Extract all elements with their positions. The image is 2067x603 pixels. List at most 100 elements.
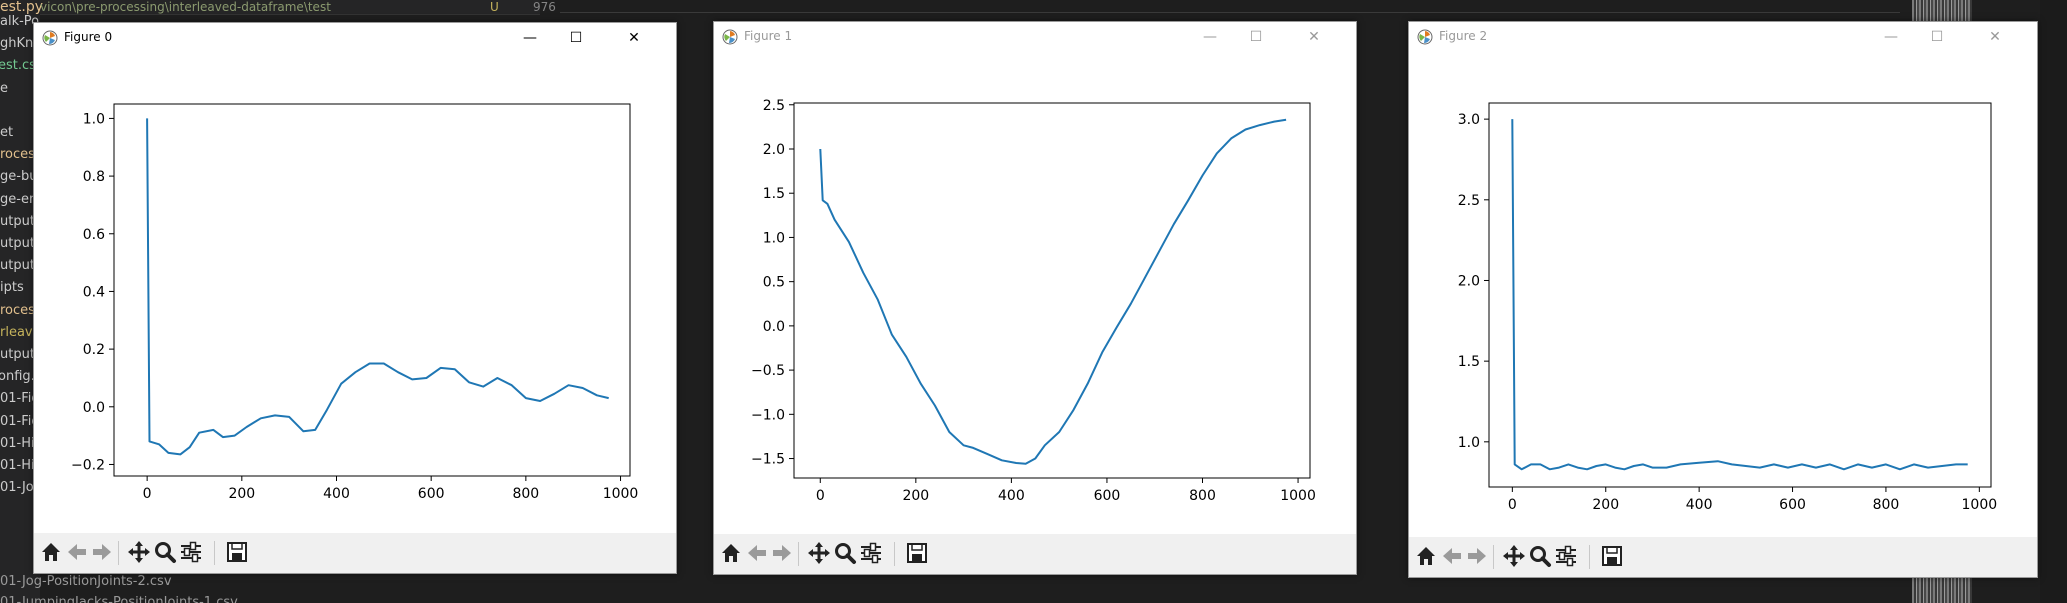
sidebar-item[interactable]: 01-Fig	[0, 391, 40, 407]
zoom-icon[interactable]	[152, 539, 178, 565]
figure-window-1[interactable]: Figure 1 — ☐ ✕ 0 200 400 600 800 1000 −1.5 −1.0 −0.5…	[713, 21, 1357, 575]
sidebar-item[interactable]: e	[0, 80, 8, 96]
sidebar-item[interactable]: ge-bu	[0, 169, 38, 185]
home-icon[interactable]	[38, 539, 64, 565]
plot-canvas[interactable]: 0 200 400 600 800 1000 1.0 1.5 2.0 2.5 3.0	[1409, 52, 2039, 539]
configure-icon[interactable]	[178, 539, 204, 565]
sidebar-item[interactable]: 01-JumpingJacks-PositionJoints-1.csv	[0, 595, 238, 603]
y-tick-label: −1.5	[751, 452, 785, 468]
x-tick-label: 1000	[1962, 497, 1998, 513]
window-title: Figure 0	[64, 30, 113, 44]
y-tick-label: 0.6	[83, 227, 105, 243]
sidebar-item[interactable]: ipts	[0, 280, 24, 296]
maximize-icon[interactable]: ☐	[1930, 29, 1944, 45]
sidebar-item[interactable]: alk-Po	[0, 14, 40, 29]
sidebar-item[interactable]: utput	[0, 347, 35, 362]
home-icon[interactable]	[718, 540, 744, 566]
back-icon[interactable]	[744, 540, 770, 566]
window-title: Figure 1	[744, 29, 793, 43]
plot-canvas[interactable]: 0 200 400 600 800 1000 −1.5 −1.0 −0.5 0.0 0.5 1.0 1.…	[714, 52, 1358, 536]
sidebar-item[interactable]: 01-Fig	[0, 413, 40, 429]
navigation-toolbar	[714, 534, 1356, 574]
figure-window-2[interactable]: Figure 2 — ☐ ✕ 0 200 400 600 800 1000 1.0 1.5 2.0 2.5…	[1408, 21, 2038, 578]
editor-tab-bar[interactable]: est.py vicon\pre-processing\interleaved-…	[0, 0, 556, 15]
y-tick-label: 3.0	[1458, 112, 1480, 128]
close-icon[interactable]: ✕	[1308, 29, 1320, 45]
sidebar-item[interactable]: utput-	[0, 236, 40, 251]
forward-icon[interactable]	[1464, 543, 1490, 569]
maximize-icon[interactable]: ☐	[1249, 29, 1263, 45]
sidebar-item[interactable]: rocess	[0, 147, 40, 163]
minimize-icon[interactable]: —	[1203, 29, 1217, 45]
sidebar-item[interactable]: 01-Hi	[0, 435, 35, 451]
tab-file-name[interactable]: est.py	[0, 0, 44, 15]
toolbar-separator	[118, 541, 119, 565]
file-explorer-bottom-items[interactable]: 01-Jog-PositionJoints-2.csv 01-JumpingJac…	[0, 572, 420, 603]
sidebar-item[interactable]: onfig.j	[0, 369, 39, 385]
y-tick-label: 0.2	[83, 342, 105, 358]
data-series-line	[146, 118, 609, 456]
navigation-toolbar	[1409, 537, 2037, 577]
forward-icon[interactable]	[769, 540, 795, 566]
sidebar-item[interactable]: ge-en	[0, 191, 38, 207]
sidebar-item[interactable]: utput-	[0, 258, 40, 274]
save-icon[interactable]	[224, 539, 250, 565]
matplotlib-logo-icon	[722, 29, 738, 45]
window-title-bar[interactable]: Figure 0 — ☐ ✕	[34, 23, 676, 53]
x-tick-label: 400	[998, 488, 1025, 504]
sidebar-item[interactable]: 01-Hi	[0, 458, 35, 473]
sidebar-item[interactable]: 01-Jog-PositionJoints-2.csv	[0, 574, 172, 589]
x-tick-label: 0	[816, 488, 825, 504]
x-tick-label: 400	[323, 486, 350, 502]
zoom-icon[interactable]	[832, 540, 858, 566]
sidebar-item[interactable]: utput	[0, 213, 35, 229]
y-tick-label: 0.4	[83, 284, 105, 300]
window-title: Figure 2	[1439, 29, 1488, 43]
toolbar-separator	[894, 542, 895, 566]
figure-window-0[interactable]: Figure 0 — ☐ ✕ 0 200 400 600 800 1000 −0.2 0.0 0.2 0.…	[33, 22, 677, 574]
minimize-icon[interactable]: —	[523, 30, 537, 46]
window-title-bar[interactable]: Figure 1 — ☐ ✕	[714, 22, 1356, 52]
sidebar-item[interactable]: rocess	[0, 302, 40, 318]
back-icon[interactable]	[1439, 543, 1465, 569]
y-tick-label: 2.0	[1458, 273, 1480, 289]
axes-frame	[1488, 102, 1992, 488]
save-icon[interactable]	[1599, 543, 1625, 569]
y-tick-label: 1.5	[763, 186, 785, 202]
sidebar-item[interactable]: est.csv	[0, 58, 40, 74]
close-icon[interactable]: ✕	[1989, 29, 2001, 45]
toolbar-separator	[214, 541, 215, 565]
zoom-icon[interactable]	[1527, 543, 1553, 569]
data-series-line	[819, 118, 1287, 465]
back-icon[interactable]	[64, 539, 90, 565]
sidebar-item[interactable]: et	[0, 125, 14, 140]
y-tick-label: 1.0	[83, 111, 105, 127]
configure-icon[interactable]	[1553, 543, 1579, 569]
minimize-icon[interactable]: —	[1884, 29, 1898, 45]
home-icon[interactable]	[1413, 543, 1439, 569]
close-icon[interactable]: ✕	[628, 30, 640, 46]
window-title-bar[interactable]: Figure 2 — ☐ ✕	[1409, 22, 2037, 52]
y-tick-label: −0.2	[71, 457, 105, 473]
toolbar-separator	[798, 542, 799, 566]
sidebar-item[interactable]: ghKne	[0, 36, 40, 52]
pan-icon[interactable]	[1501, 543, 1527, 569]
y-tick-label: 0.8	[83, 169, 105, 185]
maximize-icon[interactable]: ☐	[569, 30, 583, 46]
x-tick-label: 200	[1592, 497, 1619, 513]
x-tick-label: 400	[1686, 497, 1713, 513]
toolbar-separator	[1493, 545, 1494, 569]
save-icon[interactable]	[904, 540, 930, 566]
y-tick-label: 0.0	[83, 400, 105, 416]
sidebar-item[interactable]: 01-Jo	[0, 480, 34, 496]
x-tick-label: 800	[1189, 488, 1216, 504]
axes-frame	[793, 102, 1311, 479]
pan-icon[interactable]	[126, 539, 152, 565]
x-tick-label: 0	[1508, 497, 1517, 513]
configure-icon[interactable]	[858, 540, 884, 566]
x-tick-label: 200	[902, 488, 929, 504]
pan-icon[interactable]	[806, 540, 832, 566]
forward-icon[interactable]	[89, 539, 115, 565]
plot-canvas[interactable]: 0 200 400 600 800 1000 −0.2 0.0 0.2 0.4 0.6 0.8 1.0	[34, 53, 678, 535]
sidebar-item[interactable]: rleave	[0, 324, 40, 340]
